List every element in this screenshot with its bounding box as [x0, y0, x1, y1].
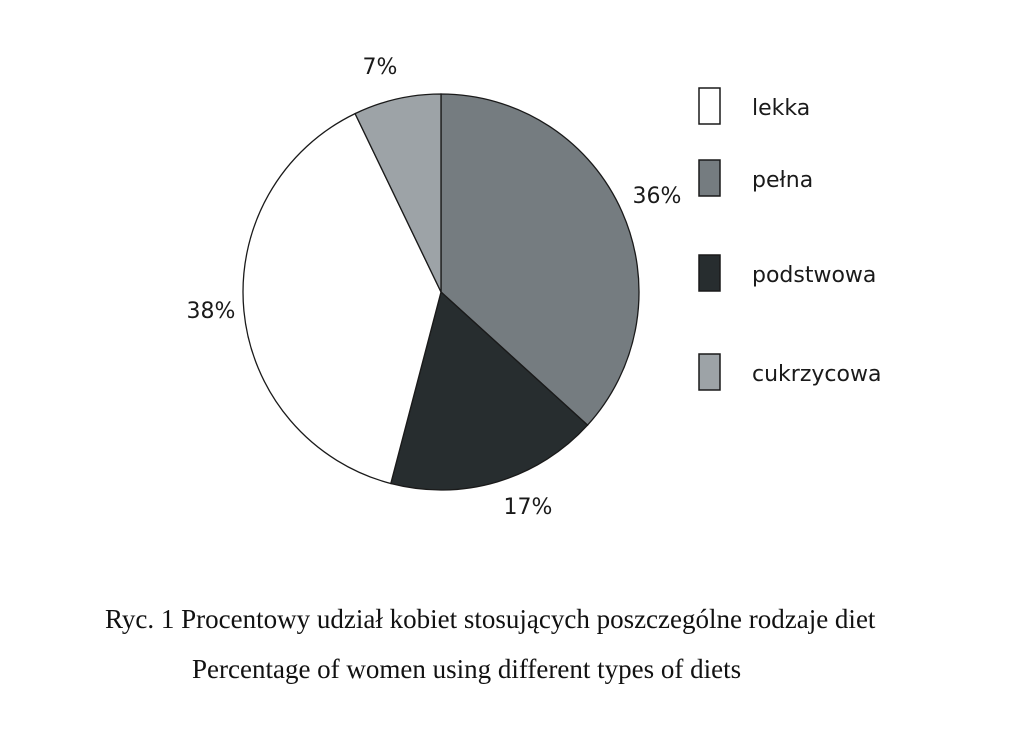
data-label-lekka: 38%	[187, 299, 236, 324]
caption-english: Percentage of women using different type…	[192, 654, 742, 684]
legend-swatch-podstwowa	[698, 254, 721, 292]
percentage-labels: 36% 17% 38% 7%	[187, 55, 682, 520]
pie-slices	[242, 93, 640, 491]
legend-label-lekka: lekka	[752, 96, 810, 121]
pie-chart: 36% 17% 38% 7% lekka pełna podstwowa cukrzycow…	[187, 55, 882, 520]
pie-slice-lekka	[242, 112, 442, 485]
pie-slice-pełna	[440, 93, 640, 427]
data-label-pełna: 36%	[633, 184, 682, 209]
data-label-cukrzycowa: 7%	[363, 55, 398, 80]
pie-slice-cukrzycowa	[354, 93, 442, 293]
legend-label-podstwowa: podstwowa	[752, 263, 876, 288]
legend: lekka pełna podstwowa cukrzycowa	[698, 87, 881, 391]
legend-label-pełna: pełna	[752, 168, 813, 193]
data-label-podstwowa: 17%	[504, 495, 553, 520]
legend-label-cukrzycowa: cukrzycowa	[752, 362, 881, 387]
legend-swatch-cukrzycowa	[698, 353, 721, 391]
pie-slice-podstwowa	[389, 290, 589, 491]
legend-swatch-lekka	[698, 87, 721, 125]
caption-polish: Ryc. 1 Procentowy udział kobiet stosując…	[105, 604, 876, 634]
legend-swatch-pełna	[698, 159, 721, 197]
